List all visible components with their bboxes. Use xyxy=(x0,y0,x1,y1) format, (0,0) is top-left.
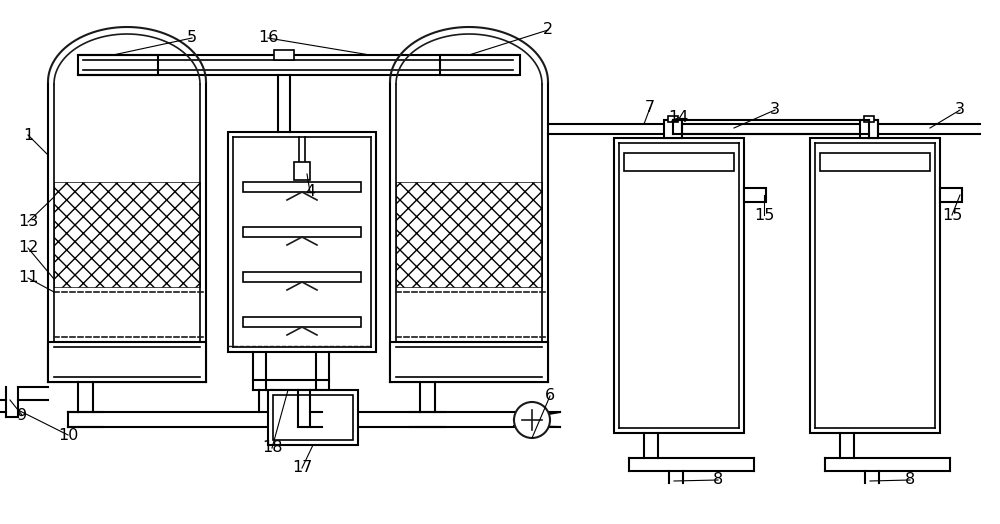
Bar xyxy=(619,266,739,326)
Bar xyxy=(294,162,310,180)
Text: 11: 11 xyxy=(18,270,38,286)
Text: 7: 7 xyxy=(645,101,655,115)
Text: 3: 3 xyxy=(955,103,965,117)
Bar xyxy=(48,342,206,382)
Text: 13: 13 xyxy=(18,214,38,230)
Text: 1: 1 xyxy=(23,127,33,143)
Bar xyxy=(614,138,744,433)
Text: 8: 8 xyxy=(905,473,915,487)
Bar xyxy=(243,182,361,192)
Bar xyxy=(815,344,935,404)
Bar xyxy=(243,272,361,282)
Text: 17: 17 xyxy=(292,461,312,475)
Bar xyxy=(396,182,542,287)
Bar xyxy=(619,344,739,404)
Bar xyxy=(668,116,678,122)
Text: 10: 10 xyxy=(58,428,78,442)
Bar xyxy=(940,188,962,202)
Text: 16: 16 xyxy=(258,30,278,46)
Bar xyxy=(440,55,520,75)
Text: 3: 3 xyxy=(770,103,780,117)
Bar xyxy=(864,116,874,122)
Text: 2: 2 xyxy=(543,23,553,38)
Bar xyxy=(744,188,766,202)
Bar xyxy=(619,188,739,248)
Bar xyxy=(860,120,878,138)
Bar xyxy=(273,395,353,440)
Bar xyxy=(390,342,548,382)
Bar xyxy=(78,55,158,75)
Text: 14: 14 xyxy=(668,111,688,126)
Text: 6: 6 xyxy=(545,388,555,403)
Bar xyxy=(54,182,200,287)
Circle shape xyxy=(514,402,550,438)
Text: 12: 12 xyxy=(18,241,38,256)
Text: 4: 4 xyxy=(305,184,315,200)
Text: 15: 15 xyxy=(754,208,774,223)
Bar xyxy=(820,153,930,171)
Bar xyxy=(228,132,376,352)
Bar xyxy=(274,50,294,60)
Bar xyxy=(243,227,361,237)
Text: 9: 9 xyxy=(17,408,27,422)
Text: 8: 8 xyxy=(713,473,723,487)
Bar xyxy=(268,390,358,445)
Bar xyxy=(243,317,361,327)
Text: 5: 5 xyxy=(187,30,197,46)
Text: 18: 18 xyxy=(262,441,282,455)
Bar xyxy=(664,120,682,138)
Bar xyxy=(624,153,734,171)
Bar xyxy=(815,266,935,326)
Bar xyxy=(815,188,935,248)
Bar xyxy=(810,138,940,433)
Text: 15: 15 xyxy=(942,208,962,223)
